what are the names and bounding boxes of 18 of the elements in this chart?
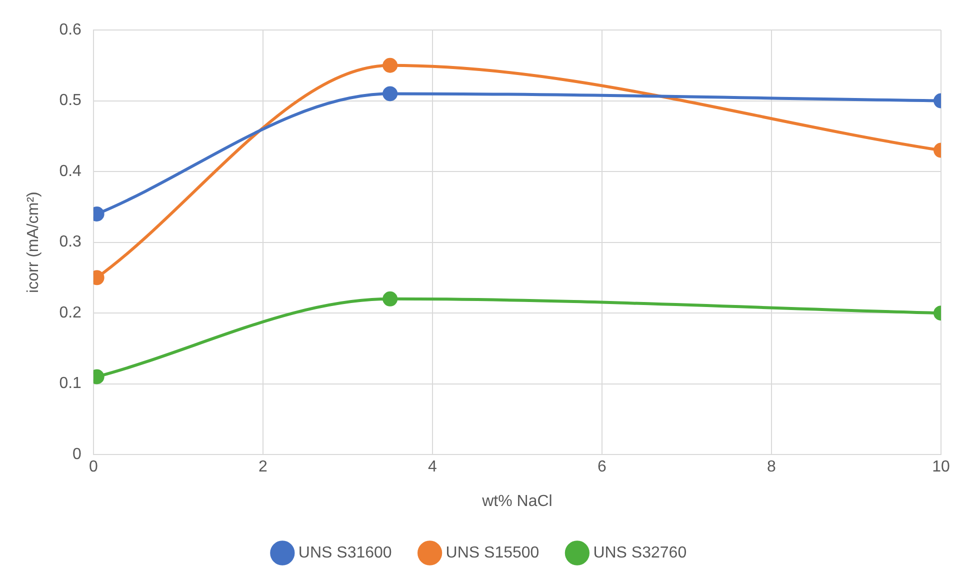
y-tick-label: 0.3	[59, 234, 82, 251]
x-tick-label: 10	[932, 458, 950, 476]
x-tick-label: 2	[258, 458, 268, 476]
y-tick-label: 0.5	[59, 92, 82, 110]
x-axis-title: wt% NaCl	[481, 492, 552, 510]
y-tick-label: 0.2	[59, 304, 82, 322]
y-tick-label: 0.1	[59, 375, 82, 392]
y-tick-label: 0.6	[59, 21, 82, 38]
legend-label: UNS S31600	[298, 544, 392, 562]
legend-label: UNS S32760	[593, 544, 687, 562]
x-tick-label: 4	[428, 458, 438, 476]
legend-label: UNS S15500	[446, 544, 540, 562]
x-tick-label: 0	[88, 458, 98, 476]
x-tick-label: 6	[598, 458, 607, 476]
y-tick-label: 0.4	[59, 162, 82, 180]
y-axis-title: icorr (mA/cm²)	[25, 192, 42, 293]
y-tick-label: 0	[72, 446, 82, 464]
x-tick-label: 8	[767, 458, 776, 476]
